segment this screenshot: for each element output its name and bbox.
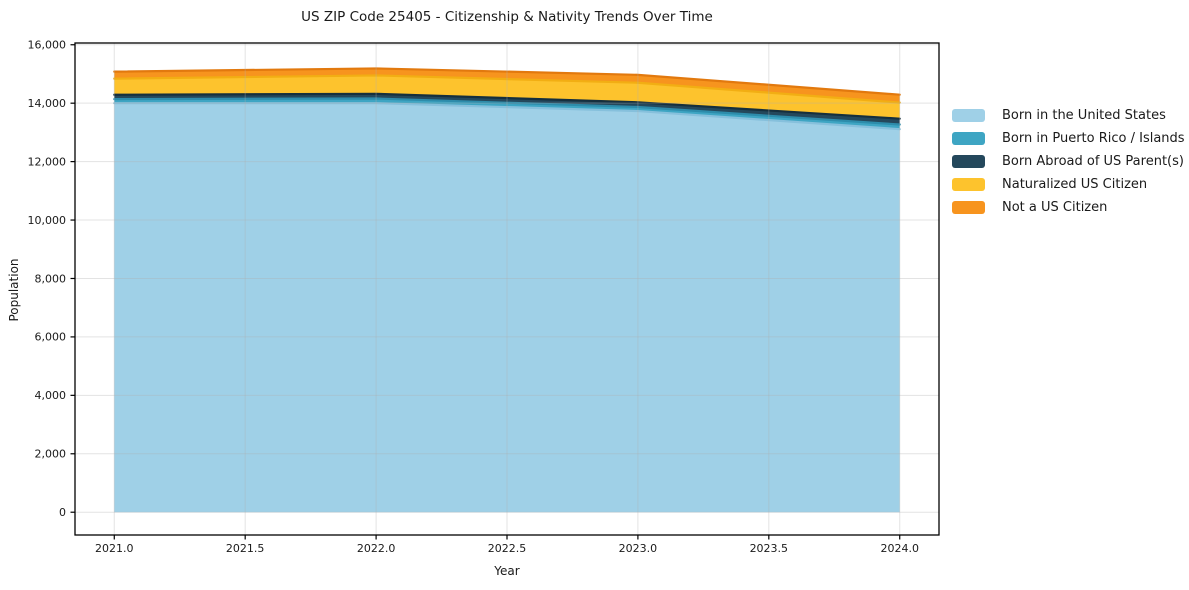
svg-text:0: 0 bbox=[59, 506, 66, 519]
svg-text:2022.0: 2022.0 bbox=[357, 542, 396, 555]
legend-swatch-not-citizen bbox=[952, 201, 985, 214]
svg-text:2021.0: 2021.0 bbox=[95, 542, 134, 555]
legend-swatch-puerto-rico bbox=[952, 132, 985, 145]
svg-text:6,000: 6,000 bbox=[35, 331, 67, 344]
legend-label: Naturalized US Citizen bbox=[1002, 177, 1148, 192]
svg-text:16,000: 16,000 bbox=[28, 39, 67, 52]
svg-text:8,000: 8,000 bbox=[35, 272, 67, 285]
legend: Born in the United States Born in Puerto… bbox=[952, 104, 1185, 219]
svg-text:2021.5: 2021.5 bbox=[226, 542, 265, 555]
legend-label: Born in the United States bbox=[1002, 108, 1166, 123]
y-axis-label: Population bbox=[7, 258, 21, 322]
legend-item: Born in the United States bbox=[952, 104, 1185, 127]
legend-item: Not a US Citizen bbox=[952, 196, 1185, 219]
legend-label: Not a US Citizen bbox=[1002, 200, 1108, 215]
svg-text:2023.5: 2023.5 bbox=[750, 542, 789, 555]
legend-item: Naturalized US Citizen bbox=[952, 173, 1185, 196]
legend-label: Born Abroad of US Parent(s) bbox=[1002, 154, 1184, 169]
legend-swatch-naturalized bbox=[952, 178, 985, 191]
legend-swatch-born-abroad bbox=[952, 155, 985, 168]
svg-text:2022.5: 2022.5 bbox=[488, 542, 527, 555]
legend-swatch-born-us bbox=[952, 109, 985, 122]
svg-text:10,000: 10,000 bbox=[28, 214, 67, 227]
chart-title: US ZIP Code 25405 - Citizenship & Nativi… bbox=[301, 9, 713, 25]
svg-text:14,000: 14,000 bbox=[28, 97, 67, 110]
legend-label: Born in Puerto Rico / Islands bbox=[1002, 131, 1185, 146]
svg-text:12,000: 12,000 bbox=[28, 155, 67, 168]
x-axis-label: Year bbox=[494, 564, 520, 578]
svg-text:2023.0: 2023.0 bbox=[619, 542, 658, 555]
legend-item: Born Abroad of US Parent(s) bbox=[952, 150, 1185, 173]
svg-text:4,000: 4,000 bbox=[35, 389, 67, 402]
svg-text:2024.0: 2024.0 bbox=[880, 542, 919, 555]
svg-text:2,000: 2,000 bbox=[35, 448, 67, 461]
legend-item: Born in Puerto Rico / Islands bbox=[952, 127, 1185, 150]
